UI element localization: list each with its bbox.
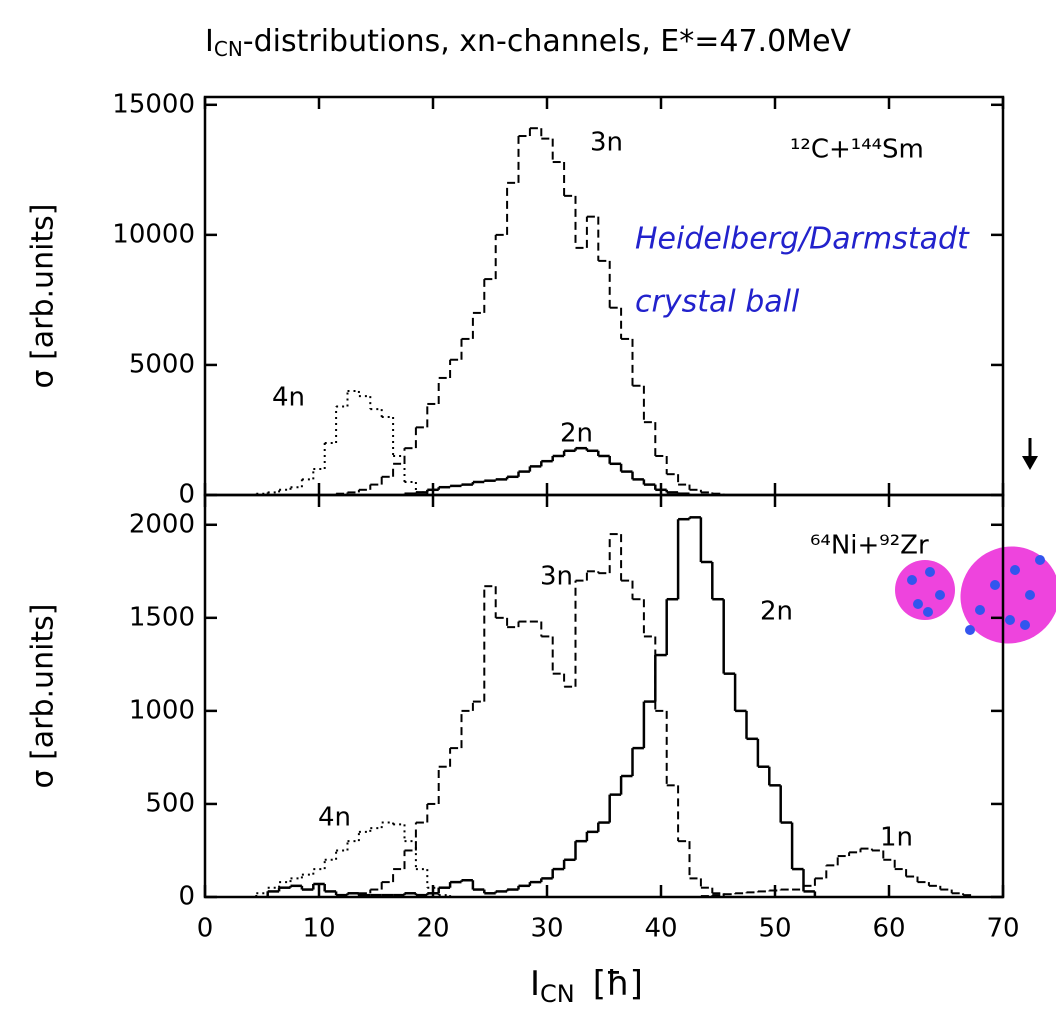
neutron <box>1035 555 1045 565</box>
series <box>699 847 975 898</box>
x-tick-label: 40 <box>644 914 677 944</box>
y-tick-label: 1500 <box>129 602 195 632</box>
x-label-rest: [ħ] <box>593 964 643 1004</box>
x-label-sub: CN <box>540 980 575 1008</box>
y-tick-label: 10000 <box>112 219 195 249</box>
series-label: 4n <box>272 383 305 413</box>
y-axis-label: σ [arb.units] <box>26 603 61 788</box>
series-label: 3n <box>540 562 573 592</box>
x-tick-label: 20 <box>416 914 449 944</box>
series <box>357 533 725 897</box>
neutron <box>1025 590 1035 600</box>
neutron <box>923 607 933 617</box>
neutron <box>975 605 985 615</box>
x-axis-label: ICN [ħ] <box>530 964 643 1009</box>
series <box>255 389 429 495</box>
series-label: 4n <box>318 803 351 833</box>
neutron <box>990 580 1000 590</box>
y-tick-label: 2000 <box>129 509 195 539</box>
y-tick-label: 15000 <box>112 89 195 119</box>
plot-frame <box>203 493 1005 899</box>
x-label-main: I <box>530 964 540 1004</box>
nuclei-illustration <box>895 546 1056 644</box>
title-rest: -distributions, xn-channels, E*=47.0MeV <box>243 24 852 59</box>
neutron <box>913 599 923 609</box>
nucleus-small <box>895 560 955 620</box>
note-line: Heidelberg/Darmstadt <box>635 222 970 257</box>
figure-title: ICN-distributions, xn-channels, E*=47.0M… <box>205 24 852 61</box>
annotation: ⁶⁴Ni+⁹²Zr <box>810 531 929 561</box>
series-label: 3n <box>590 128 623 158</box>
series-label: 1n <box>880 823 913 853</box>
neutron <box>935 590 945 600</box>
arrow-head <box>1022 456 1038 470</box>
title-main: I <box>205 24 214 59</box>
x-tick-label: 0 <box>197 914 214 944</box>
neutron <box>907 575 917 585</box>
y-tick-label: 1000 <box>129 695 195 725</box>
y-tick-label: 0 <box>178 882 195 912</box>
neutron <box>1010 565 1020 575</box>
y-tick-label: 500 <box>145 788 195 818</box>
x-tick-label: 10 <box>302 914 335 944</box>
y-axis-label: σ [arb.units] <box>26 203 61 388</box>
neutron <box>925 567 935 577</box>
series <box>266 516 817 897</box>
series <box>335 127 725 495</box>
annotation: ¹²C+¹⁴⁴Sm <box>790 135 924 165</box>
y-tick-label: 0 <box>178 480 195 510</box>
x-tick-label: 70 <box>986 914 1019 944</box>
series <box>255 821 452 897</box>
x-tick-label: 50 <box>758 914 791 944</box>
series <box>403 446 691 495</box>
arrow <box>1022 438 1038 470</box>
x-tick-label: 60 <box>872 914 905 944</box>
note-line: crystal ball <box>635 285 800 320</box>
series-label: 2n <box>560 419 593 449</box>
y-tick-label: 5000 <box>129 349 195 379</box>
series-label: 2n <box>760 597 793 627</box>
neutron <box>965 625 975 635</box>
neutron <box>1005 615 1015 625</box>
x-tick-label: 30 <box>530 914 563 944</box>
nucleus-large <box>960 546 1056 644</box>
title-sub: CN <box>214 37 243 61</box>
neutron <box>1020 620 1030 630</box>
